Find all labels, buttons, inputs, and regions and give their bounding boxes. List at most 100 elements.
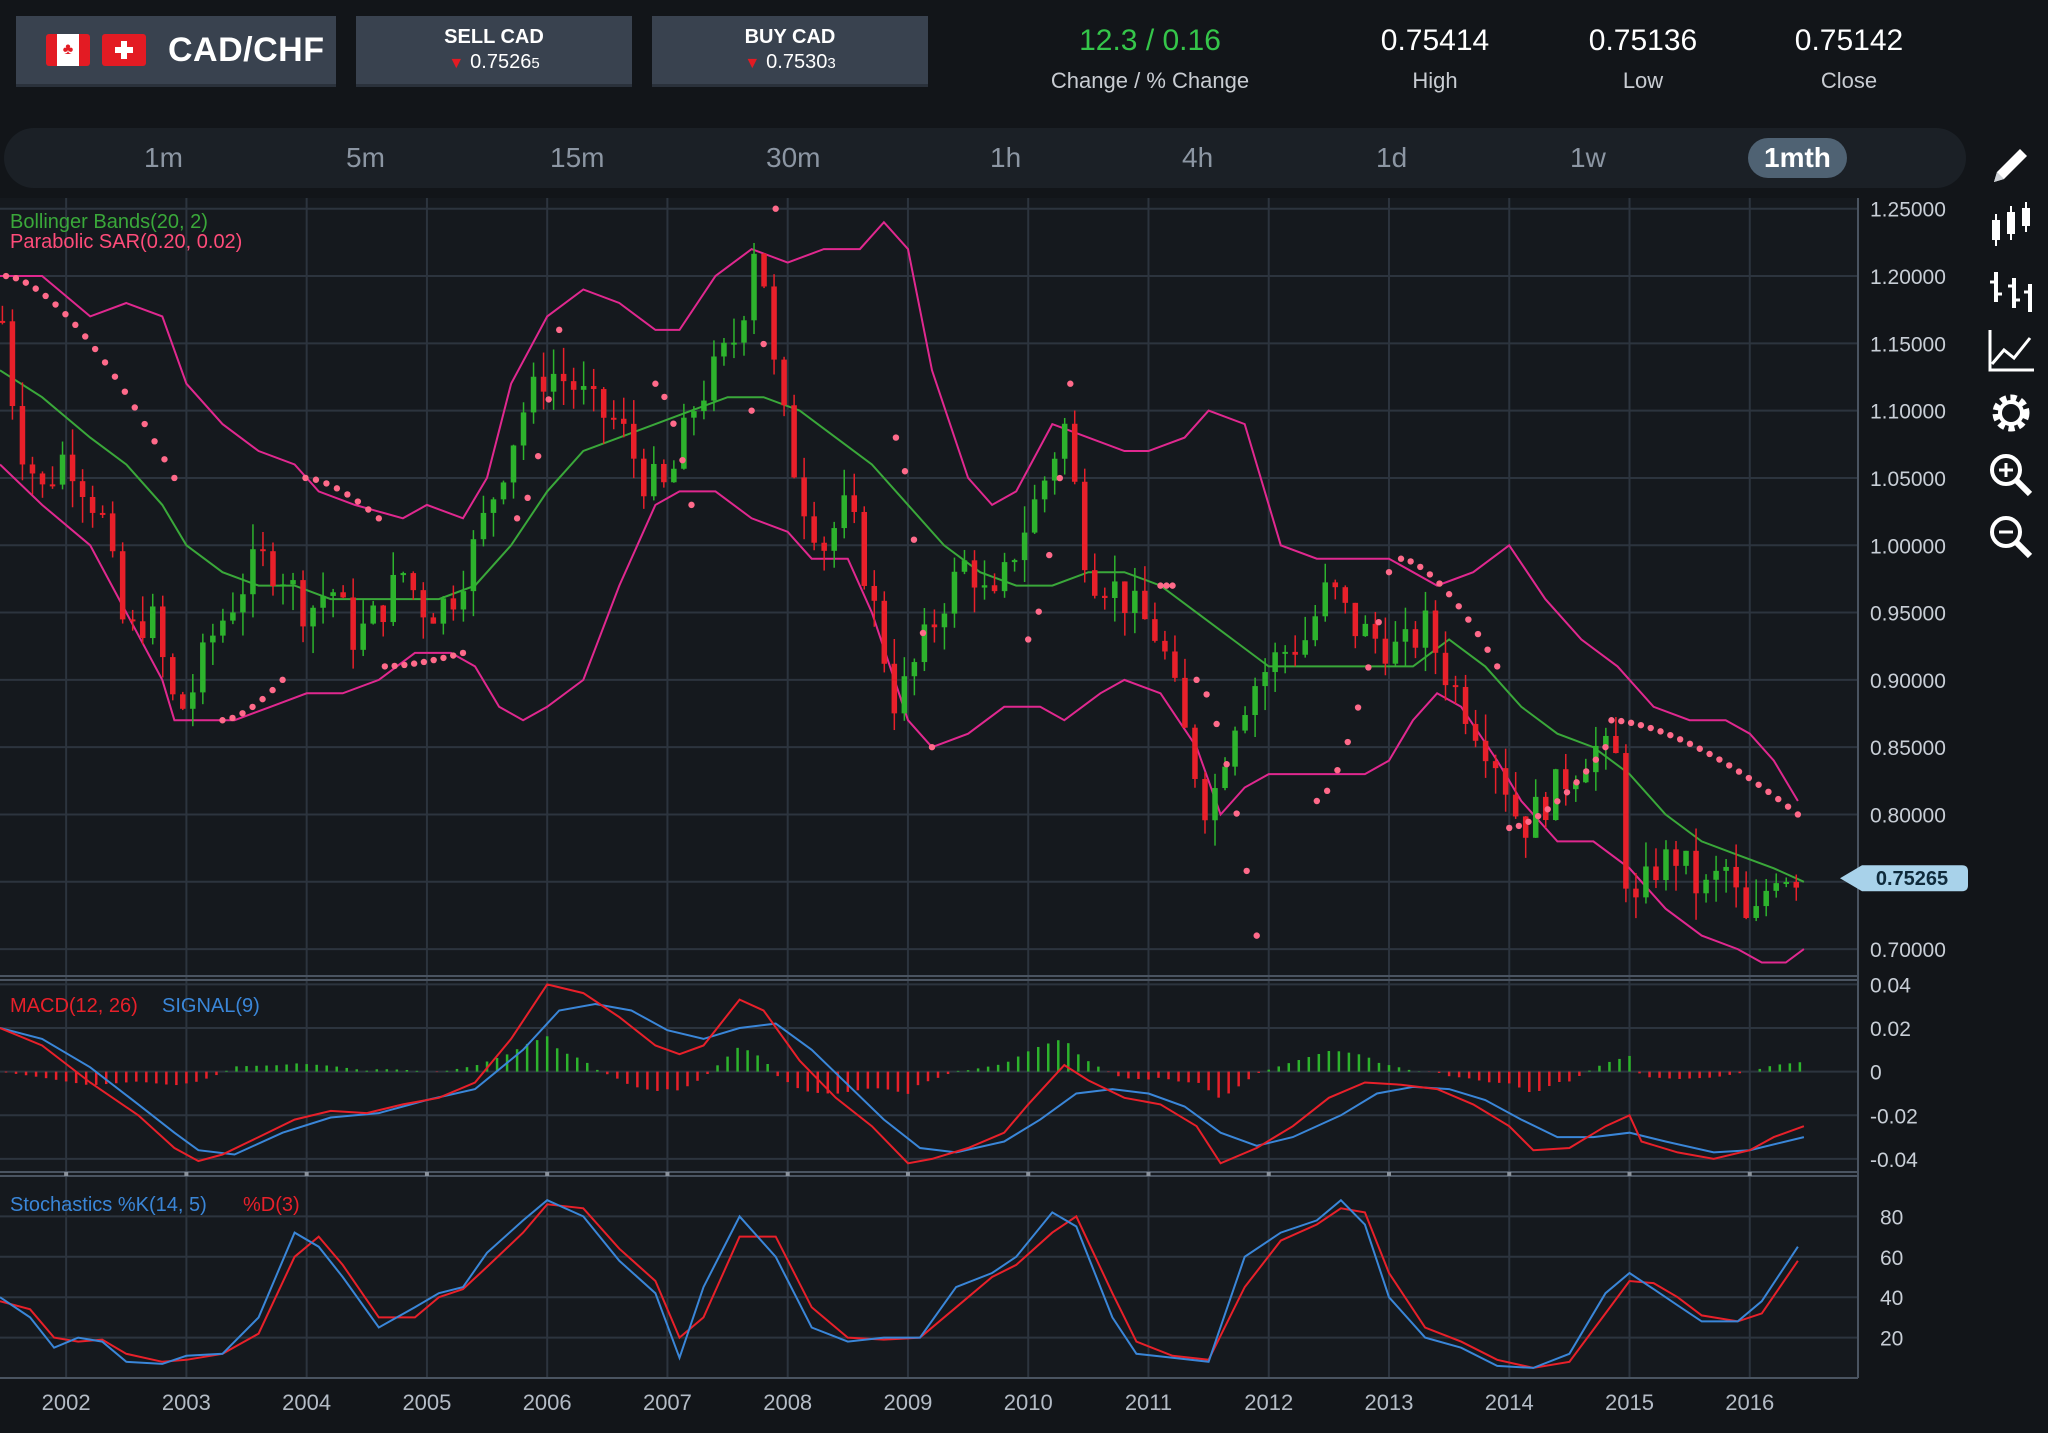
pair-label: CAD/CHF bbox=[168, 30, 325, 69]
y-tick-label: 40 bbox=[1880, 1287, 1903, 1310]
candle-down bbox=[1623, 753, 1629, 889]
candle-down bbox=[129, 619, 136, 622]
x-tick-mark bbox=[665, 1172, 670, 1176]
candle-down bbox=[1442, 652, 1449, 686]
candle-down bbox=[430, 617, 437, 624]
y-tick-label: 1.25000 bbox=[1870, 199, 1946, 222]
tab-1d[interactable]: 1d bbox=[1376, 142, 1408, 173]
sar-dot bbox=[688, 501, 695, 509]
candle-up bbox=[1242, 715, 1248, 731]
sar-dot bbox=[1157, 582, 1164, 589]
sar-dot bbox=[679, 456, 686, 464]
candle-down bbox=[1462, 686, 1469, 724]
candle-up bbox=[1362, 623, 1369, 637]
sar-dot bbox=[901, 468, 909, 475]
candle-up bbox=[911, 662, 918, 677]
zoom-out-icon[interactable] bbox=[1984, 510, 2038, 564]
candle-up bbox=[1272, 652, 1278, 673]
sell-button[interactable]: SELL CAD ▼ 0.75265 bbox=[356, 16, 632, 87]
y-tick-label: 0.04 bbox=[1870, 974, 1911, 997]
candle-up bbox=[1643, 866, 1649, 898]
sell-price: ▼ 0.75265 bbox=[448, 51, 539, 74]
sar-dot bbox=[249, 703, 256, 711]
sar-dot bbox=[1169, 582, 1176, 589]
candle-down bbox=[991, 585, 998, 592]
tab-5m[interactable]: 5m bbox=[346, 142, 385, 173]
sar-dot bbox=[1253, 932, 1260, 939]
tab-30m[interactable]: 30m bbox=[766, 142, 821, 173]
sar-dot bbox=[1554, 798, 1561, 805]
signal-legend: SIGNAL(9) bbox=[162, 995, 260, 1017]
chart-area[interactable]: 2002 2003 2004 2005 2006 2007 2008 2009 2010 2011… bbox=[0, 198, 1974, 1428]
sar-dot bbox=[760, 340, 767, 348]
candle-up bbox=[550, 373, 557, 392]
sar-dot bbox=[1544, 806, 1551, 813]
sar-dot bbox=[1407, 558, 1414, 565]
tab-1h[interactable]: 1h bbox=[990, 142, 1022, 173]
line-chart-icon[interactable] bbox=[1984, 324, 2038, 378]
buy-price-main: 0.7530 bbox=[766, 51, 828, 73]
candle-up bbox=[240, 594, 246, 613]
sar-dot bbox=[1506, 824, 1513, 832]
sar-dot bbox=[62, 310, 69, 318]
pencil-icon[interactable] bbox=[1984, 138, 2038, 192]
candle-down bbox=[1482, 740, 1489, 762]
sar-dot bbox=[1426, 571, 1434, 578]
candle-down bbox=[49, 484, 56, 487]
sar-dot bbox=[1618, 717, 1625, 725]
currency-pair-selector[interactable]: ♣ CAD/CHF bbox=[16, 16, 336, 87]
sell-price-main: 0.7526 bbox=[470, 51, 532, 73]
sar-dot bbox=[652, 380, 659, 387]
tab-1w[interactable]: 1w bbox=[1570, 142, 1606, 173]
price-chart[interactable]: 2002 2003 2004 2005 2006 2007 2008 2009 2010 2011… bbox=[0, 198, 1974, 1428]
candle-up bbox=[190, 692, 196, 709]
candle-up bbox=[1021, 532, 1028, 561]
sar-dot bbox=[1035, 608, 1042, 615]
tab-4h[interactable]: 4h bbox=[1182, 142, 1214, 173]
current-price-marker: 0.75265 bbox=[1840, 865, 1968, 892]
candlestick-icon[interactable] bbox=[1984, 200, 2038, 254]
candle-up bbox=[280, 584, 286, 587]
header-bar: ♣ CAD/CHF SELL CAD ▼ 0.75265 BUY CAD ▼ 0.7… bbox=[0, 0, 2048, 118]
zoom-in-icon[interactable] bbox=[1984, 448, 2038, 502]
sar-dot bbox=[772, 205, 779, 212]
sell-price-pip: 5 bbox=[531, 55, 540, 72]
candle-down bbox=[1172, 651, 1178, 678]
x-tick-label: 2015 bbox=[1605, 1390, 1654, 1415]
sar-dot bbox=[910, 536, 918, 543]
sar-dot bbox=[1573, 779, 1580, 786]
timeframe-bar: 1m 5m 15m 30m 1h 4h 1d 1w 1mth bbox=[4, 128, 1966, 188]
sar-dot bbox=[420, 658, 428, 666]
tab-15m[interactable]: 15m bbox=[550, 142, 605, 173]
candle-down bbox=[350, 597, 356, 650]
candle-up bbox=[1703, 879, 1709, 894]
canada-flag-icon: ♣ bbox=[46, 34, 90, 66]
sar-dot bbox=[1385, 568, 1393, 576]
candle-up bbox=[1222, 766, 1228, 789]
tab-1mth[interactable]: 1mth bbox=[1748, 138, 1847, 178]
x-tick-mark bbox=[184, 1172, 189, 1176]
candle-up bbox=[671, 468, 677, 483]
sar-dot bbox=[1563, 789, 1571, 796]
x-tick-mark bbox=[1386, 1172, 1391, 1176]
bar-chart-icon[interactable] bbox=[1984, 262, 2038, 316]
candle-down bbox=[270, 551, 276, 587]
sar-dot bbox=[1716, 756, 1723, 763]
candle-down bbox=[1653, 866, 1659, 881]
sar-dot bbox=[1627, 719, 1635, 727]
candle-up bbox=[330, 592, 336, 596]
candle-down bbox=[851, 495, 857, 512]
gear-icon[interactable] bbox=[1984, 386, 2038, 440]
candle-up bbox=[731, 342, 737, 345]
candle-up bbox=[721, 342, 727, 357]
y-tick-label: 0.02 bbox=[1870, 1018, 1911, 1041]
sar-dot bbox=[52, 301, 59, 308]
candle-down bbox=[1633, 888, 1639, 898]
buy-button[interactable]: BUY CAD ▼ 0.75303 bbox=[652, 16, 928, 87]
sar-dot bbox=[892, 434, 900, 441]
x-tick-label: 2013 bbox=[1365, 1390, 1414, 1415]
sar-dot bbox=[279, 676, 286, 684]
candle-up bbox=[901, 676, 908, 714]
candle-up bbox=[711, 356, 717, 401]
tab-1m[interactable]: 1m bbox=[144, 142, 183, 173]
